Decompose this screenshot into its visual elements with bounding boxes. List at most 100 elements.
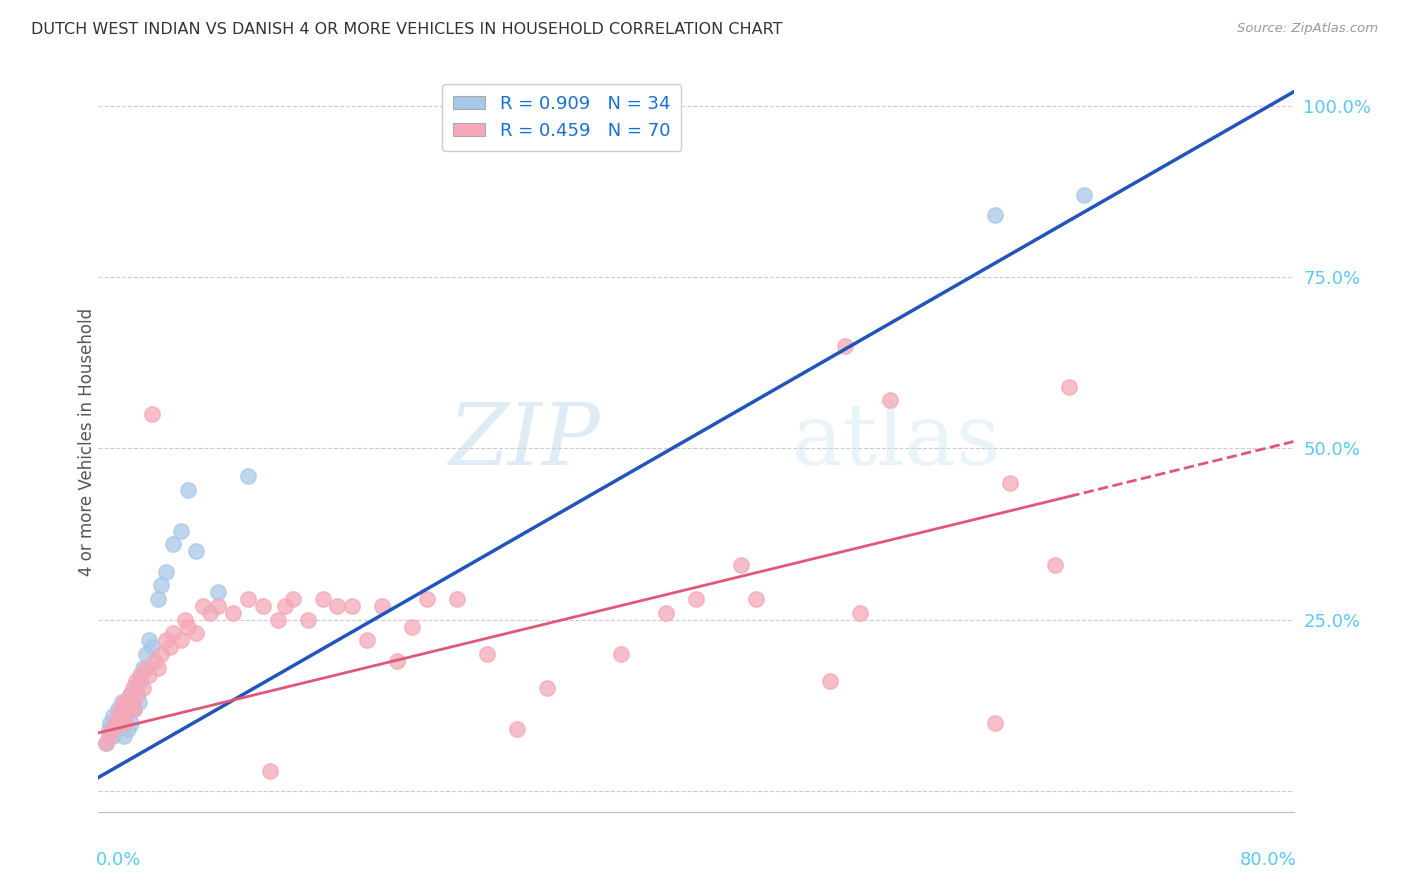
Point <box>475 647 498 661</box>
Point <box>121 681 143 696</box>
Point <box>685 592 707 607</box>
Point <box>115 702 138 716</box>
Point <box>105 715 128 730</box>
Point <box>222 606 245 620</box>
Point <box>655 606 678 620</box>
Point <box>111 695 134 709</box>
Point <box>135 647 157 661</box>
Point <box>117 695 139 709</box>
Point <box>125 681 148 696</box>
Point <box>200 606 222 620</box>
Point <box>236 592 259 607</box>
Point <box>94 736 117 750</box>
Point <box>127 688 149 702</box>
Point <box>326 599 349 613</box>
Point <box>124 702 146 716</box>
Point <box>111 708 134 723</box>
Point <box>108 715 131 730</box>
Point <box>536 681 558 696</box>
Point <box>274 599 297 613</box>
Point <box>114 708 136 723</box>
Point <box>155 565 177 579</box>
Point <box>129 674 152 689</box>
Point <box>97 729 120 743</box>
Text: 80.0%: 80.0% <box>1240 851 1296 869</box>
Point <box>101 723 124 737</box>
Point <box>506 723 529 737</box>
Point <box>177 483 200 497</box>
Point <box>128 695 150 709</box>
Point <box>129 667 152 681</box>
Point <box>1073 187 1095 202</box>
Point <box>124 702 146 716</box>
Point <box>834 338 856 352</box>
Point <box>879 393 901 408</box>
Point <box>207 585 229 599</box>
Point <box>267 613 290 627</box>
Point <box>1059 380 1081 394</box>
Point <box>385 654 409 668</box>
Point <box>849 606 872 620</box>
Point <box>97 723 120 737</box>
Point <box>125 674 148 689</box>
Point <box>112 695 135 709</box>
Point <box>416 592 439 607</box>
Point <box>174 613 197 627</box>
Point <box>281 592 304 607</box>
Point <box>138 633 160 648</box>
Point <box>143 654 166 668</box>
Point <box>998 475 1021 490</box>
Point <box>162 537 184 551</box>
Point <box>191 599 214 613</box>
Point <box>148 661 170 675</box>
Point <box>110 715 132 730</box>
Text: atlas: atlas <box>792 400 1001 483</box>
Point <box>184 626 207 640</box>
Point <box>94 736 117 750</box>
Point <box>207 599 229 613</box>
Point <box>118 688 141 702</box>
Point <box>446 592 468 607</box>
Point <box>103 708 125 723</box>
Point <box>745 592 768 607</box>
Point <box>114 715 136 730</box>
Point <box>820 674 842 689</box>
Point <box>138 667 160 681</box>
Y-axis label: 4 or more Vehicles in Household: 4 or more Vehicles in Household <box>79 308 96 575</box>
Point <box>141 407 163 421</box>
Point <box>984 208 1007 222</box>
Point <box>150 647 173 661</box>
Point <box>610 647 633 661</box>
Point <box>103 729 125 743</box>
Text: ZIP: ZIP <box>449 401 600 483</box>
Point <box>177 620 200 634</box>
Point <box>141 640 163 655</box>
Point <box>121 695 143 709</box>
Point <box>236 468 259 483</box>
Point <box>98 715 122 730</box>
Point <box>401 620 423 634</box>
Point <box>120 715 142 730</box>
Point <box>155 633 177 648</box>
Point <box>169 524 191 538</box>
Point <box>1043 558 1066 572</box>
Point <box>132 661 155 675</box>
Point <box>342 599 364 613</box>
Point <box>132 681 155 696</box>
Point <box>159 640 181 655</box>
Point <box>356 633 378 648</box>
Point <box>148 592 170 607</box>
Text: Source: ZipAtlas.com: Source: ZipAtlas.com <box>1237 22 1378 36</box>
Point <box>984 715 1007 730</box>
Point <box>169 633 191 648</box>
Point <box>259 764 281 778</box>
Point <box>184 544 207 558</box>
Text: 0.0%: 0.0% <box>96 851 141 869</box>
Point <box>297 613 319 627</box>
Legend: R = 0.909   N = 34, R = 0.459   N = 70: R = 0.909 N = 34, R = 0.459 N = 70 <box>441 84 681 151</box>
Point <box>730 558 752 572</box>
Point <box>107 708 129 723</box>
Point <box>311 592 333 607</box>
Point <box>150 578 173 592</box>
Point <box>252 599 274 613</box>
